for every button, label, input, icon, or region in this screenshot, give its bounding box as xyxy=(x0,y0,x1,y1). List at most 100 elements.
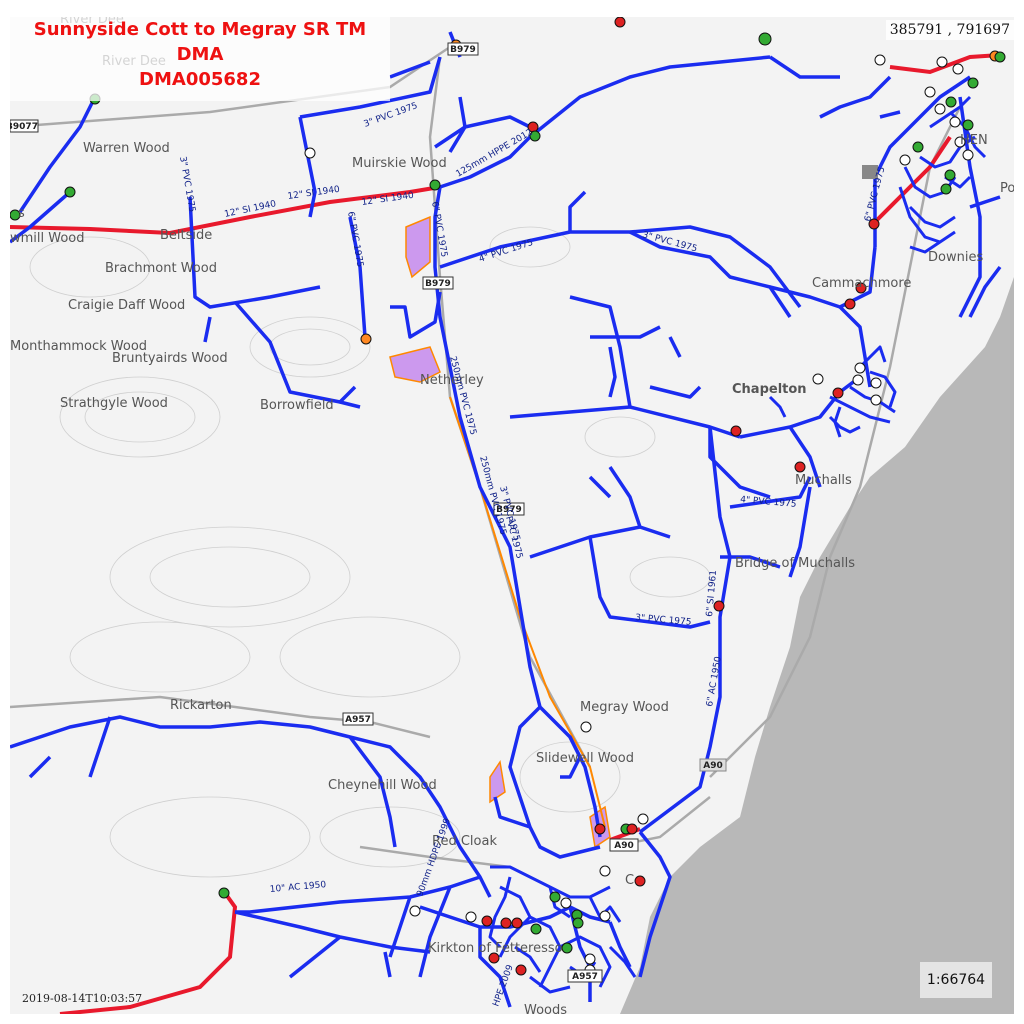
place-craigie-daff: Craigie Daff Wood xyxy=(68,298,185,313)
dma-area-muirskie xyxy=(405,215,431,279)
valve-green xyxy=(218,887,230,899)
pipe-label: 4" PVC 1975 xyxy=(740,495,797,510)
dma-id: DMA005682 xyxy=(139,69,261,90)
town-networks xyxy=(488,95,987,994)
place-chapelton: Chapelton xyxy=(732,382,807,397)
valve-red xyxy=(730,425,742,437)
place-megray: Megray Wood xyxy=(580,700,669,715)
valve-red xyxy=(515,964,527,976)
road-badge-a957: A957 xyxy=(342,712,374,726)
valve-white xyxy=(812,373,824,385)
valve-white xyxy=(954,136,966,148)
valve-white xyxy=(949,116,961,128)
valve-red xyxy=(511,917,523,929)
place-downies: Downies xyxy=(928,250,983,265)
pipe-label: 6" PVC 1975 xyxy=(345,211,365,268)
place-strathgyle: Strathgyle Wood xyxy=(60,396,168,411)
water-mains xyxy=(10,31,1002,1008)
map-canvas[interactable]: B979 B979 B979 A957 A90 A90 A957 B9077 R… xyxy=(10,17,1014,1014)
valve-green xyxy=(10,209,21,221)
place-cammachmore: Cammachmore xyxy=(812,276,911,291)
pipe-label: 6" PVC 1975 xyxy=(429,201,449,258)
valve-orange xyxy=(360,333,372,345)
svg-text:B979: B979 xyxy=(496,505,522,515)
valve-white xyxy=(599,910,611,922)
valve-white xyxy=(409,905,421,917)
place-cowie: C xyxy=(625,873,634,888)
valve-white xyxy=(952,63,964,75)
dma-title: Sunnyside Cott to Megray SR TM xyxy=(33,19,367,40)
valve-white xyxy=(934,103,946,115)
valve-white xyxy=(637,813,649,825)
trunk-mains xyxy=(10,53,1001,1014)
valve-white xyxy=(936,56,948,68)
road-badge-grey xyxy=(862,165,878,179)
valve-red xyxy=(844,298,856,310)
valve-white xyxy=(304,147,316,159)
dma-area-slidewell xyxy=(489,760,506,804)
valve-green xyxy=(944,169,956,181)
valve-green xyxy=(912,141,924,153)
valve-green xyxy=(429,179,441,191)
scale-readout: 1:66764 xyxy=(920,962,992,998)
place-woods: Woods xyxy=(524,1003,567,1014)
place-kirkton: Kirkton of Fetteresso xyxy=(428,941,563,956)
pipe-label: 6" SI 1961 xyxy=(705,570,719,618)
valve-red xyxy=(868,218,880,230)
svg-text:B979: B979 xyxy=(450,45,476,55)
dma-title-panel: Sunnyside Cott to Megray SR TM DMA DMA00… xyxy=(10,17,390,101)
place-wmill: wmill Wood xyxy=(10,231,85,246)
timestamp: 2019-08-14T10:03:57 xyxy=(22,992,143,1005)
valve-red xyxy=(614,17,626,28)
place-red-cloak: Red Cloak xyxy=(432,834,497,849)
valve-white xyxy=(465,911,477,923)
place-po: Po xyxy=(1000,181,1014,196)
valve-green xyxy=(940,183,952,195)
place-monthammock: Monthammock Wood xyxy=(10,339,147,354)
dma-area-polygons xyxy=(389,215,611,849)
road-badge-b979-mid: B979 xyxy=(422,276,454,290)
place-brachmont: Brachmont Wood xyxy=(105,261,217,276)
svg-text:A957: A957 xyxy=(345,715,371,725)
valve-red xyxy=(626,823,638,835)
valve-green xyxy=(64,186,76,198)
valve-green xyxy=(549,891,561,903)
valve-red xyxy=(713,600,725,612)
valve-white xyxy=(580,721,592,733)
road-badge-b979-top: B979 xyxy=(447,42,479,56)
place-s: s xyxy=(18,206,25,221)
place-bridge-muchalls: Bridge of Muchalls xyxy=(735,556,855,571)
dma-subtitle: DMA xyxy=(176,44,224,65)
valve-white xyxy=(599,865,611,877)
place-cheynehill: Cheynehill Wood xyxy=(328,778,437,793)
pipe-label: 3" PVC 1975 xyxy=(635,613,692,628)
road-badge-a90-2: A90 xyxy=(609,838,639,852)
valve-white xyxy=(584,953,596,965)
svg-text:B9077: B9077 xyxy=(10,122,38,132)
place-beltside: Beltside xyxy=(160,228,212,243)
valve-green xyxy=(994,51,1006,63)
valve-green xyxy=(572,917,584,929)
valve-green xyxy=(967,77,979,89)
valve-red xyxy=(500,917,512,929)
valve-red xyxy=(634,875,646,887)
svg-text:A957: A957 xyxy=(572,972,598,982)
valve-green xyxy=(530,923,542,935)
valve-green xyxy=(962,119,974,131)
valve-white xyxy=(870,377,882,389)
valve-white xyxy=(852,374,864,386)
valve-green xyxy=(945,96,957,108)
valve-red xyxy=(794,461,806,473)
valve-white xyxy=(560,897,572,909)
valve-green xyxy=(758,32,772,46)
place-netherley: Netherley xyxy=(420,373,484,388)
valve-red xyxy=(488,952,500,964)
place-hen: HEN xyxy=(960,133,988,148)
road-badges: B979 B979 B979 A957 A90 A90 A957 B9077 xyxy=(10,42,878,983)
place-muirskie: Muirskie Wood xyxy=(352,156,447,171)
valve-green xyxy=(529,130,541,142)
road-badge-a957-south: A957 xyxy=(567,969,603,983)
road-badge-b9077: B9077 xyxy=(10,119,39,133)
place-borrowfield: Borrowfield xyxy=(260,398,334,413)
sea-area xyxy=(620,277,1014,1014)
